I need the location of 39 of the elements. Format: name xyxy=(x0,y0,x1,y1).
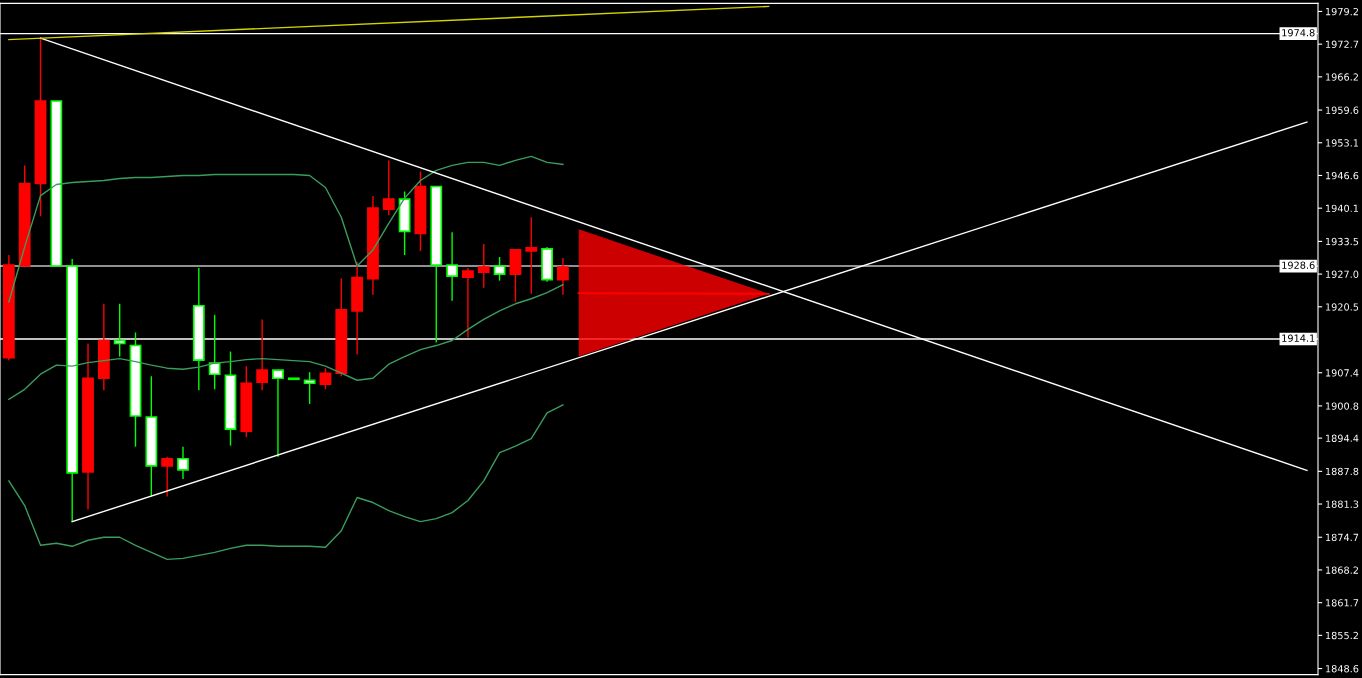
candlestick xyxy=(493,256,506,282)
y-tick-label: 1848.6 xyxy=(1326,665,1359,673)
y-tick-label: 1940.1 xyxy=(1326,204,1359,213)
y-tick-label: 1874.7 xyxy=(1326,533,1359,542)
candlestick xyxy=(525,216,538,295)
candlestick xyxy=(462,267,474,339)
candlestick xyxy=(303,371,316,405)
candlestick xyxy=(177,445,189,480)
ref-line-label: 1974.8 xyxy=(1282,29,1315,37)
line-series xyxy=(8,404,564,561)
y-tick-label: 1868.2 xyxy=(1326,566,1358,574)
y-tick-label: 1972.7 xyxy=(1326,40,1359,48)
candlestick xyxy=(477,243,490,289)
line-series xyxy=(8,155,564,303)
y-tick-label: 1979.2 xyxy=(1326,7,1358,16)
y-tick-label: 1959.6 xyxy=(1326,106,1359,114)
y-tick-label: 1900.8 xyxy=(1326,402,1359,410)
line-series xyxy=(8,283,564,401)
candlestick xyxy=(256,318,269,392)
y-tick-label: 1946.6 xyxy=(1326,171,1359,180)
candlestick xyxy=(272,369,284,458)
y-tick-label: 1966.2 xyxy=(1326,73,1358,81)
candlestick xyxy=(319,367,332,391)
ref-line-label: 1928.6 xyxy=(1282,261,1315,269)
ref-line-label: 1914.1 xyxy=(1282,334,1315,342)
y-tick-label: 1920.5 xyxy=(1326,303,1359,311)
candlestick xyxy=(382,159,395,216)
candlestick xyxy=(161,456,174,498)
candlestick xyxy=(446,231,459,302)
y-tick-label: 1855.2 xyxy=(1326,631,1358,640)
y-tick-label: 1861.7 xyxy=(1326,599,1359,607)
candlestick xyxy=(557,257,569,296)
y-tick-label: 1933.5 xyxy=(1326,237,1359,246)
y-tick-label: 1927.0 xyxy=(1326,270,1359,278)
y-tick-label: 1953.1 xyxy=(1326,139,1359,147)
y-tick-label: 1907.4 xyxy=(1326,369,1359,377)
y-tick-label: 1894.4 xyxy=(1326,434,1359,442)
y-tick-label: 1887.8 xyxy=(1326,467,1359,476)
y-tick-label: 1881.3 xyxy=(1326,500,1359,508)
